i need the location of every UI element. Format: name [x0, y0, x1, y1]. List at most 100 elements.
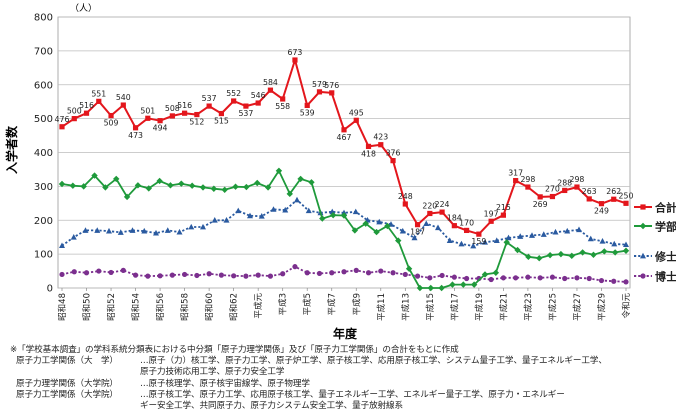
data-point — [493, 237, 500, 243]
data-label: 248 — [398, 192, 413, 201]
data-point — [536, 254, 543, 262]
data-label: 249 — [594, 207, 609, 216]
y-unit-label: （人） — [70, 3, 97, 14]
legend-label: 合計 — [655, 201, 676, 215]
data-label: 512 — [189, 118, 204, 127]
data-point — [59, 242, 65, 249]
data-point — [308, 179, 315, 186]
data-point — [145, 115, 151, 121]
data-label: 551 — [91, 89, 106, 98]
x-tick-label: 昭和54 — [132, 293, 142, 321]
data-point — [414, 222, 421, 228]
data-point — [206, 103, 212, 109]
x-tick-label: 平成19 — [474, 293, 485, 321]
footnote-row: 原子力工学関係（大学院） …原子核工学、原子力工学、応用原子核工学、量子エネルギー… — [10, 390, 672, 401]
data-point — [611, 196, 617, 202]
data-point — [562, 275, 568, 282]
data-point — [156, 177, 163, 185]
data-point — [267, 273, 274, 279]
data-label: 584 — [263, 78, 278, 87]
data-label: 515 — [214, 117, 229, 126]
legend-label: 博士 — [655, 270, 676, 284]
data-point — [264, 184, 272, 191]
legend-item: 博士 — [634, 270, 676, 284]
data-point — [70, 233, 77, 240]
data-point — [304, 102, 310, 109]
data-point — [254, 179, 261, 187]
data-point — [399, 227, 406, 234]
data-label: 269 — [533, 200, 548, 209]
data-point — [564, 227, 571, 234]
y-tick-label: 800 — [34, 13, 53, 24]
data-point — [351, 227, 359, 234]
data-point — [365, 270, 372, 276]
footnote-row: 原子力技術応用工学、原子力安全工学 — [10, 367, 672, 378]
data-label: 509 — [104, 119, 119, 128]
data-point — [82, 227, 89, 233]
data-label: 187 — [410, 228, 425, 237]
data-point — [200, 223, 206, 230]
data-point — [275, 167, 283, 174]
x-tick-label: 平成15 — [425, 293, 436, 321]
data-label: 473 — [128, 131, 143, 140]
x-tick-label: 平成21 — [498, 293, 509, 321]
data-point — [305, 207, 312, 214]
data-label: 423 — [373, 133, 388, 142]
data-point — [71, 116, 77, 122]
data-label: 500 — [67, 107, 82, 116]
data-point — [182, 271, 188, 278]
data-point — [586, 196, 592, 202]
series-0: 4765005165515095404735014945085165125375… — [55, 48, 634, 246]
data-point — [529, 232, 535, 238]
data-point — [292, 264, 298, 270]
data-point — [169, 272, 175, 278]
data-point — [390, 270, 396, 276]
data-point — [611, 249, 619, 256]
data-point — [423, 220, 430, 227]
data-label: 467 — [337, 133, 352, 142]
data-point — [574, 184, 580, 190]
data-point — [117, 229, 124, 235]
data-point — [247, 212, 253, 219]
data-point — [258, 212, 265, 219]
data-point — [113, 175, 120, 183]
legend-item: 修士 — [634, 250, 676, 264]
x-tick-label: 昭和52 — [107, 293, 117, 321]
data-point — [598, 201, 605, 207]
data-point — [120, 102, 126, 108]
data-label: 170 — [459, 218, 474, 227]
data-point — [83, 270, 90, 276]
legend-item: 合計 — [634, 201, 676, 215]
data-point — [353, 117, 359, 123]
data-point — [500, 275, 506, 281]
data-point — [108, 269, 114, 276]
y-tick-label: 300 — [34, 182, 53, 193]
legend-swatch-marker — [640, 204, 646, 210]
data-label: 270 — [545, 185, 560, 194]
data-point — [329, 90, 335, 96]
footnote-label: 原子力理学関係（大学院） — [16, 378, 118, 389]
series-3 — [59, 264, 629, 285]
data-point — [537, 275, 543, 281]
x-tick-label: 平成27 — [572, 293, 583, 321]
data-point — [446, 237, 453, 243]
data-point — [182, 110, 188, 116]
data-point — [297, 175, 304, 183]
data-point — [96, 98, 102, 104]
data-point — [235, 207, 242, 214]
data-point — [153, 229, 159, 236]
data-point — [255, 100, 261, 106]
x-tick-label: 昭和50 — [83, 293, 93, 321]
data-point — [178, 180, 185, 187]
data-point — [427, 275, 433, 281]
footnote-text: 原子力技術応用工学、原子力安全工学 — [140, 367, 285, 378]
data-label: 516 — [79, 101, 94, 110]
data-point — [341, 127, 347, 133]
data-point — [574, 275, 580, 281]
data-point — [353, 267, 359, 273]
data-point — [316, 89, 323, 95]
data-point — [439, 272, 445, 279]
data-point — [341, 269, 347, 275]
data-point — [514, 246, 521, 254]
